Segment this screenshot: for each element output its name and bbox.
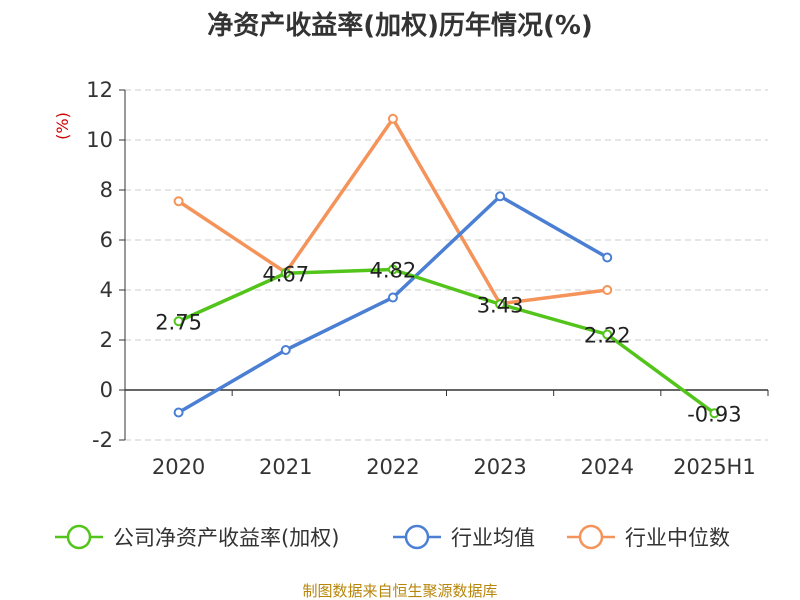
series-1-point-4	[602, 252, 613, 263]
series-0-point-0	[173, 316, 184, 327]
data-label-0: 2.75	[155, 310, 202, 334]
series-0-point-4	[602, 329, 613, 340]
y-tick-label-1: 0	[100, 378, 113, 402]
chart-title: 净资产收益率(加权)历年情况(%)	[207, 10, 593, 41]
y-tick-label-7: 12	[86, 78, 113, 102]
y-axis-label: (%)	[53, 112, 72, 140]
series-2-point-2	[387, 113, 398, 124]
y-tick-label-4: 6	[100, 228, 113, 252]
series-0-point-2	[387, 264, 398, 275]
legend-label-0: 公司净资产收益率(加权)	[113, 526, 339, 550]
series-0-point-5	[709, 408, 720, 419]
series-line-1	[177, 194, 609, 415]
y-tick-label-2: 2	[100, 328, 113, 352]
y-tick-label-6: 10	[86, 128, 113, 152]
gridlines	[125, 89, 768, 441]
data-labels: 2.75 4.67 4.82 3.43 2.22 -0.93	[155, 259, 741, 427]
series-0-point-3	[495, 299, 506, 310]
legend-marker-0	[66, 524, 92, 550]
series-1-point-0	[173, 407, 184, 418]
legend-marker-2	[578, 524, 604, 550]
y-tick-label-0: -2	[92, 428, 113, 452]
y-tick-label-3: 4	[100, 278, 113, 302]
x-tick-label-1: 2021	[259, 455, 312, 479]
series-line-0	[177, 267, 716, 415]
series-2-point-0	[173, 196, 184, 207]
x-tick-label-5: 2025H1	[673, 455, 756, 479]
source-note: 制图数据来自恒生聚源数据库	[302, 582, 497, 600]
series-1-point-2	[387, 292, 398, 303]
x-tick-label-4: 2024	[581, 455, 634, 479]
legend: 公司净资产收益率(加权) 行业均值 行业中位数	[55, 524, 730, 550]
data-label-2: 4.82	[370, 259, 417, 283]
legend-label-2: 行业中位数	[625, 526, 730, 550]
series-1-point-3	[495, 191, 506, 202]
data-label-3: 3.43	[477, 293, 524, 317]
data-label-4: 2.22	[584, 324, 631, 348]
series-0-point-1	[280, 268, 291, 279]
x-tick-label-3: 2023	[473, 455, 526, 479]
legend-marker-1	[404, 524, 430, 550]
axes: -2 0 2 4 6 8 10 12 2020 2021 2022 2023 2024 2025H1	[86, 78, 769, 479]
legend-label-1: 行业均值	[451, 526, 535, 550]
x-tick-label-0: 2020	[152, 455, 205, 479]
data-label-5: -0.93	[687, 402, 741, 426]
y-tick-label-5: 8	[100, 178, 113, 202]
series-lines	[173, 113, 720, 419]
series-2-point-4	[602, 285, 613, 295]
x-tick-label-2: 2022	[366, 455, 419, 479]
data-label-1: 4.67	[262, 262, 309, 286]
series-1-point-1	[280, 345, 291, 355]
